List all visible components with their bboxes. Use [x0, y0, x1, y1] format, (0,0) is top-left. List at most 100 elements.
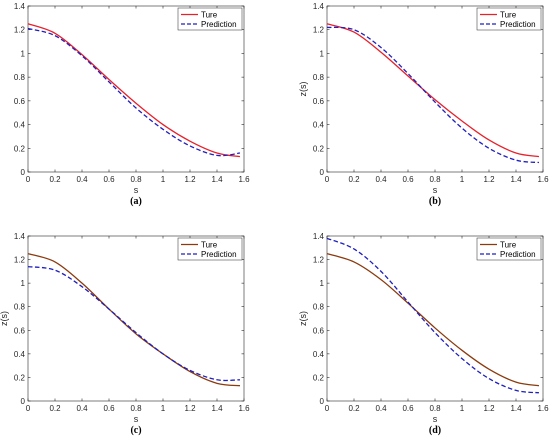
plot-area-box [27, 235, 245, 402]
y-tick-label: 1.4 [14, 232, 26, 241]
legend-label-true: Ture [201, 241, 218, 250]
y-tick-label: 0.6 [14, 326, 26, 335]
series-line-prediction [326, 26, 540, 164]
y-tick-label: 1.2 [313, 256, 325, 265]
series-line-true [27, 253, 241, 387]
y-axis-label: z(s) [298, 311, 308, 326]
y-tick-label: 0.4 [14, 121, 26, 130]
series-line-true [326, 253, 540, 387]
x-tick-label: 0.4 [375, 175, 387, 184]
x-tick-label: 0.2 [348, 404, 360, 413]
plot-area-box [326, 5, 544, 173]
legend-label-prediction: Prediction [201, 20, 237, 29]
x-tick-label: 1.2 [184, 404, 196, 413]
y-tick-label: 0.2 [14, 144, 26, 153]
y-tick-label: 1 [21, 279, 26, 288]
x-tick-label: 1.4 [211, 404, 223, 413]
y-tick-label: 0.2 [313, 373, 325, 382]
x-tick-label: 0.4 [375, 404, 387, 413]
x-tick-label: 0.2 [348, 175, 360, 184]
y-tick-label: 1.4 [313, 2, 325, 11]
x-axis-label: s [433, 414, 438, 424]
x-tick-label: 0.4 [76, 175, 88, 184]
x-tick-label: 1.4 [510, 404, 522, 413]
y-tick-label: 1.2 [313, 26, 325, 35]
y-tick-label: 0.2 [14, 373, 26, 382]
y-tick-label: 0.4 [313, 350, 325, 359]
x-tick-label: 0 [26, 175, 31, 184]
series-line-true [326, 23, 540, 158]
y-tick-label: 0 [320, 168, 325, 177]
plot-area-box [27, 5, 245, 173]
x-tick-label: 0.2 [49, 404, 61, 413]
x-tick-label: 0 [26, 404, 31, 413]
x-tick-label: 0.4 [76, 404, 88, 413]
x-tick-label: 0.6 [103, 404, 115, 413]
x-tick-label: 0.8 [429, 175, 441, 184]
panel-caption: (c) [130, 425, 141, 436]
y-tick-label: 1.4 [313, 232, 325, 241]
x-tick-label: 1.2 [483, 175, 495, 184]
x-tick-label: 1.4 [211, 175, 223, 184]
legend-label-true: Ture [500, 241, 517, 250]
y-tick-label: 0.6 [313, 326, 325, 335]
x-tick-label: 0 [325, 175, 330, 184]
y-tick-label: 1.2 [14, 26, 26, 35]
legend-label-true: Ture [500, 11, 517, 20]
x-tick-label: 0.8 [429, 404, 441, 413]
panel-caption: (a) [130, 196, 142, 207]
y-axis-label: z(s) [0, 311, 9, 326]
x-axis-label: s [134, 185, 139, 195]
y-tick-label: 0.8 [14, 73, 26, 82]
x-tick-label: 0 [325, 404, 330, 413]
y-tick-label: 0.2 [313, 144, 325, 153]
panel-caption: (b) [429, 196, 441, 207]
x-tick-label: 1.2 [184, 175, 196, 184]
x-tick-label: 1 [460, 404, 465, 413]
y-tick-label: 0 [320, 397, 325, 406]
x-tick-label: 1.2 [483, 404, 495, 413]
legend-label-prediction: Prediction [201, 250, 237, 259]
legend-label-prediction: Prediction [500, 250, 536, 259]
series-line-prediction [326, 237, 540, 394]
y-tick-label: 1.4 [14, 2, 26, 11]
y-tick-label: 0.4 [14, 350, 26, 359]
y-tick-label: 1 [21, 49, 26, 58]
y-tick-label: 0.8 [14, 303, 26, 312]
panel-caption: (d) [429, 425, 441, 436]
chart-panel-1: 0 0.2 0.4 0.6 0.8 1 1.2 1.4 1.6 0 0.2 0.4 0.6 0.8 1 1.2… [14, 2, 250, 207]
x-tick-label: 1.6 [238, 175, 250, 184]
x-tick-label: 0.8 [130, 404, 142, 413]
series-line-true [27, 23, 241, 158]
x-tick-label: 1 [161, 175, 166, 184]
y-tick-label: 0.8 [313, 303, 325, 312]
x-tick-label: 0.6 [103, 175, 115, 184]
y-tick-label: 1.2 [14, 256, 26, 265]
y-tick-label: 0 [21, 397, 26, 406]
y-axis-label: z(s) [298, 82, 308, 97]
legend-label-true: Ture [201, 11, 218, 20]
series-line-prediction [27, 27, 241, 157]
y-tick-label: 0.6 [313, 97, 325, 106]
x-tick-label: 1.6 [537, 175, 549, 184]
x-axis-label: s [134, 414, 139, 424]
series-line-prediction [27, 265, 240, 382]
chart-panel-4: 0 0.2 0.4 0.6 0.8 1 1.2 1.4 1.6 0 0.2 0.4 0.6 0.8 1 1.2… [298, 232, 549, 436]
x-tick-label: 1 [161, 404, 166, 413]
y-tick-label: 0.8 [313, 73, 325, 82]
y-tick-label: 0.6 [14, 97, 26, 106]
x-tick-label: 0.6 [402, 404, 414, 413]
x-tick-label: 0.6 [402, 175, 414, 184]
x-axis-label: s [433, 185, 438, 195]
y-tick-label: 1 [320, 279, 325, 288]
chart-panel-2: 0 0.2 0.4 0.6 0.8 1 1.2 1.4 1.6 0 0.2 0.4 0.6 0.8 1 1.2… [298, 2, 549, 207]
x-tick-label: 1.6 [238, 404, 250, 413]
x-tick-label: 0.2 [49, 175, 61, 184]
y-tick-label: 0 [21, 168, 26, 177]
chart-panel-3: 0 0.2 0.4 0.6 0.8 1 1.2 1.4 1.6 0 0.2 0.4 0.6 0.8 1 1.2… [0, 232, 250, 436]
